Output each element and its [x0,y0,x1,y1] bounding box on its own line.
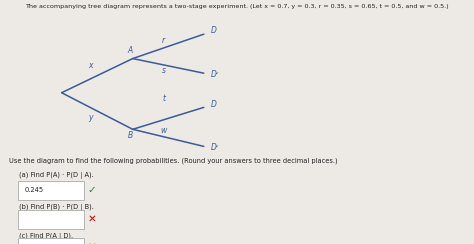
Text: w: w [160,126,167,135]
FancyBboxPatch shape [18,238,84,244]
Text: 0.245: 0.245 [25,187,44,193]
Text: Dᶜ: Dᶜ [211,70,219,79]
Text: D: D [211,26,217,35]
Text: The accompanying tree diagram represents a two-stage experiment. (Let x = 0.7, y: The accompanying tree diagram represents… [25,4,449,9]
Text: y: y [88,113,92,122]
Text: s: s [162,66,165,75]
Text: ✓: ✓ [88,185,96,194]
Text: Dᶜ: Dᶜ [211,143,219,152]
Text: (a) Find P(A) · P(D | A).: (a) Find P(A) · P(D | A). [19,172,94,179]
Text: t: t [162,94,165,103]
FancyBboxPatch shape [18,181,84,200]
Text: r: r [162,36,165,45]
Text: D: D [211,101,217,109]
Text: A: A [128,46,133,54]
Text: ✕: ✕ [88,214,96,224]
Text: x: x [88,61,92,70]
Text: Use the diagram to find the following probabilities. (Round your answers to thre: Use the diagram to find the following pr… [9,157,338,164]
Text: (c) Find P(A | D).: (c) Find P(A | D). [19,233,73,240]
Text: (b) Find P(B) · P(D | B).: (b) Find P(B) · P(D | B). [19,204,94,211]
Text: B: B [128,131,133,140]
FancyBboxPatch shape [18,210,84,229]
Text: ✕: ✕ [88,242,96,244]
